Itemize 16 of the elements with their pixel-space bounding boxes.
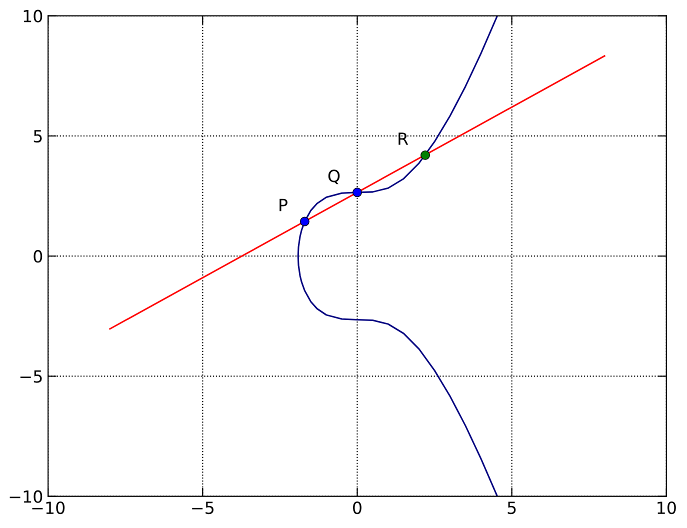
point (352, 188, 362, 198)
line-series (297, 16, 498, 496)
x-tick-label: 5 (508, 502, 516, 514)
point (420, 150, 430, 160)
annotation: R (398, 132, 408, 145)
x-tick-label: −5 (192, 502, 214, 514)
annotation: P (280, 198, 288, 212)
y-tick-label: 0 (34, 250, 42, 263)
y-tick-label: 10 (24, 10, 42, 22)
point (300, 216, 310, 226)
y-tick-label: −10 (10, 490, 42, 503)
y-tick-label: 5 (34, 130, 42, 143)
x-tick-label: 0 (353, 501, 362, 514)
x-tick-label: 10 (658, 501, 676, 514)
annotation: Q (328, 170, 340, 184)
y-tick-label: −5 (20, 370, 42, 383)
